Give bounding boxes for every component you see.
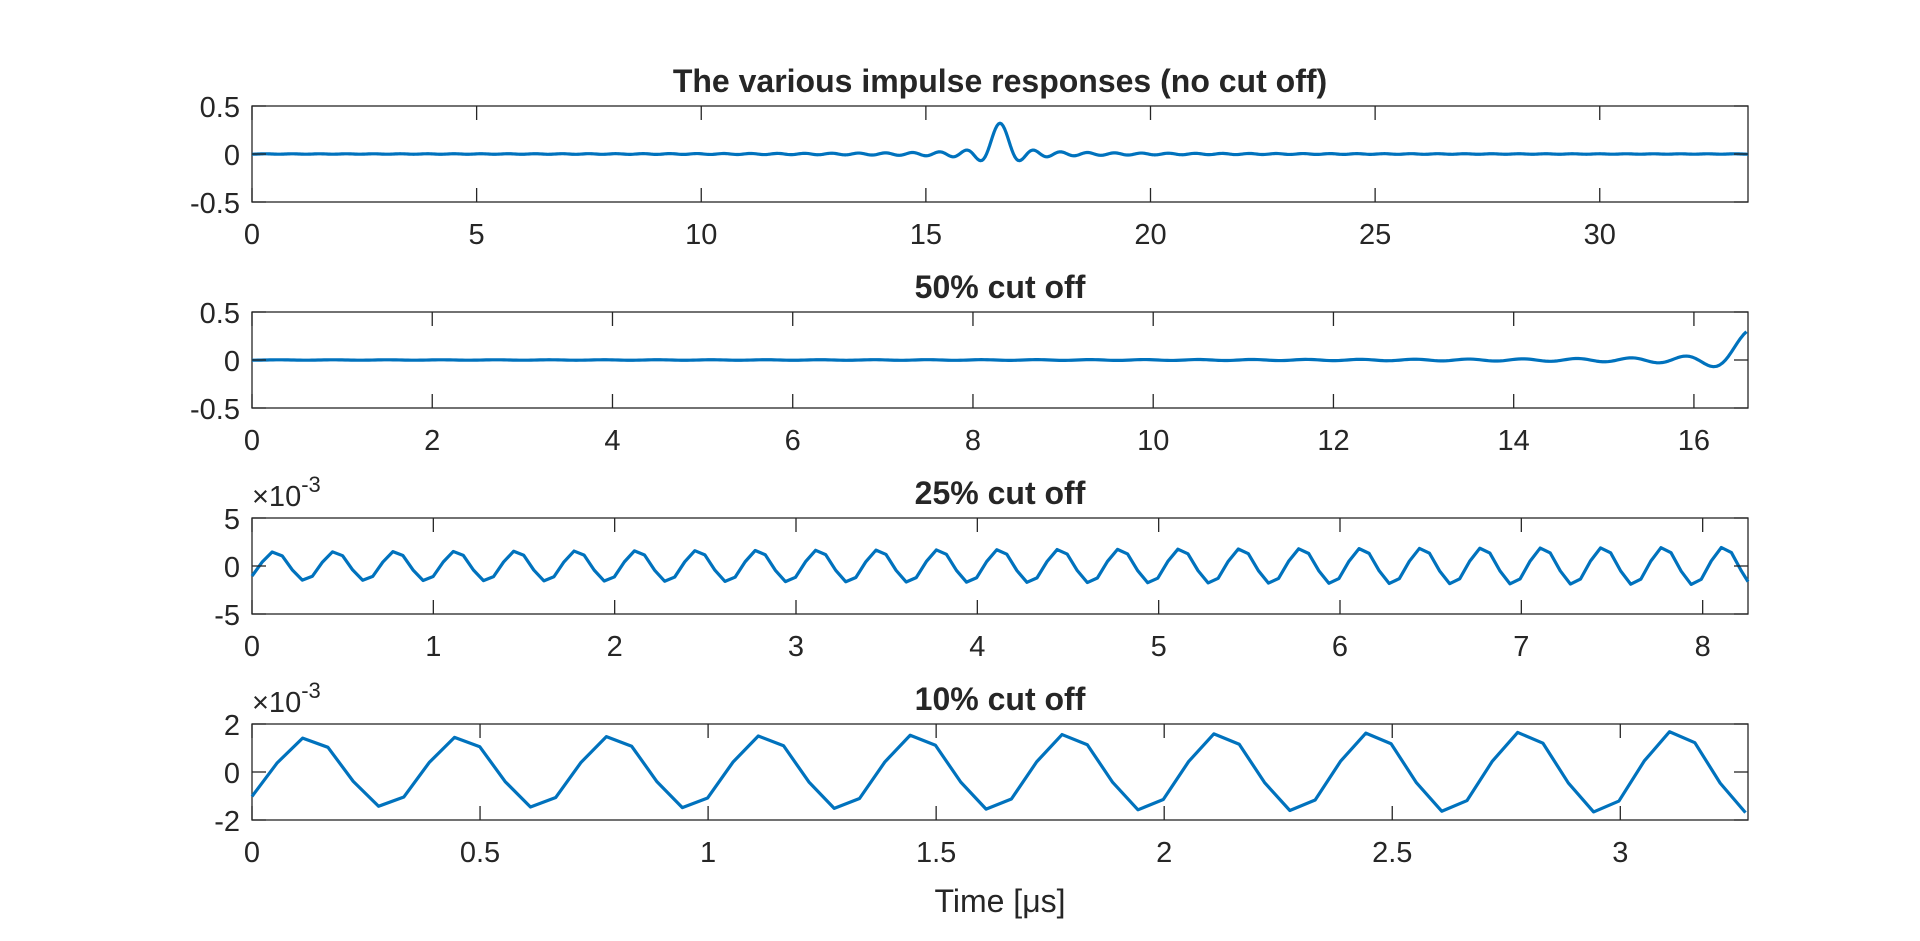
x-tick-label: 0 bbox=[244, 837, 260, 869]
y-tick-label: -2 bbox=[214, 806, 240, 838]
subplot-title: The various impulse responses (no cut of… bbox=[673, 63, 1327, 99]
y-tick-label: 0 bbox=[224, 140, 240, 172]
x-tick-label: 2 bbox=[424, 425, 440, 457]
y-tick-label: 0 bbox=[224, 346, 240, 378]
x-tick-label: 30 bbox=[1584, 219, 1616, 251]
x-tick-label: 2 bbox=[1156, 837, 1172, 869]
x-tick-label: 6 bbox=[1332, 631, 1348, 663]
x-tick-label: 5 bbox=[1151, 631, 1167, 663]
y-tick-label: 2 bbox=[224, 710, 240, 742]
x-tick-label: 4 bbox=[604, 425, 620, 457]
x-tick-label: 7 bbox=[1513, 631, 1529, 663]
x-tick-label: 1.5 bbox=[916, 837, 956, 869]
y-tick-label: 5 bbox=[224, 504, 240, 536]
subplot-title: 50% cut off bbox=[915, 269, 1086, 305]
x-tick-label: 0 bbox=[244, 631, 260, 663]
subplot-title: 10% cut off bbox=[915, 681, 1086, 717]
x-tick-label: 0.5 bbox=[460, 837, 500, 869]
x-tick-label: 10 bbox=[1137, 425, 1169, 457]
series-line bbox=[251, 330, 1748, 369]
y-tick-label: -0.5 bbox=[190, 394, 240, 426]
x-tick-label: 25 bbox=[1359, 219, 1391, 251]
x-tick-label: 3 bbox=[788, 631, 804, 663]
y-exponent-label: ×10-3 bbox=[252, 678, 321, 719]
x-tick-label: 3 bbox=[1612, 837, 1628, 869]
subplot-3: 0 1 2 3 4 5 6 7 8-505×10-3 25% cut off bbox=[214, 472, 1750, 663]
y-tick-label: -5 bbox=[214, 600, 240, 632]
x-tick-label: 16 bbox=[1678, 425, 1710, 457]
y-tick-label: 0.5 bbox=[200, 92, 240, 124]
y-tick-label: -0.5 bbox=[190, 188, 240, 220]
x-axis-label: Time [μs] bbox=[934, 883, 1065, 919]
x-tick-label: 2 bbox=[607, 631, 623, 663]
x-tick-label: 20 bbox=[1134, 219, 1166, 251]
x-tick-label: 12 bbox=[1317, 425, 1349, 457]
y-tick-label: 0 bbox=[224, 552, 240, 584]
x-tick-label: 10 bbox=[685, 219, 717, 251]
x-tick-label: 0 bbox=[244, 425, 260, 457]
x-tick-label: 4 bbox=[969, 631, 985, 663]
x-tick-label: 0 bbox=[244, 219, 260, 251]
y-tick-label: 0 bbox=[224, 758, 240, 790]
x-tick-label: 2.5 bbox=[1372, 837, 1412, 869]
x-tick-label: 1 bbox=[700, 837, 716, 869]
subplot-2: 0 2 4 6 8 10 12 14 16-0.500.550% cut off bbox=[190, 269, 1749, 457]
series-line bbox=[250, 545, 1750, 587]
plot-area bbox=[251, 723, 1749, 821]
subplot-title: 25% cut off bbox=[915, 475, 1086, 511]
y-tick-label: 0.5 bbox=[200, 298, 240, 330]
x-tick-label: 5 bbox=[469, 219, 485, 251]
series-line bbox=[251, 121, 1749, 163]
plot-area bbox=[251, 517, 1749, 615]
x-tick-label: 6 bbox=[785, 425, 801, 457]
y-exponent-label: ×10-3 bbox=[252, 472, 321, 513]
series-line bbox=[250, 730, 1747, 814]
x-tick-label: 8 bbox=[1695, 631, 1711, 663]
x-tick-label: 1 bbox=[425, 631, 441, 663]
x-tick-label: 8 bbox=[965, 425, 981, 457]
x-tick-label: 14 bbox=[1498, 425, 1530, 457]
x-tick-label: 15 bbox=[910, 219, 942, 251]
